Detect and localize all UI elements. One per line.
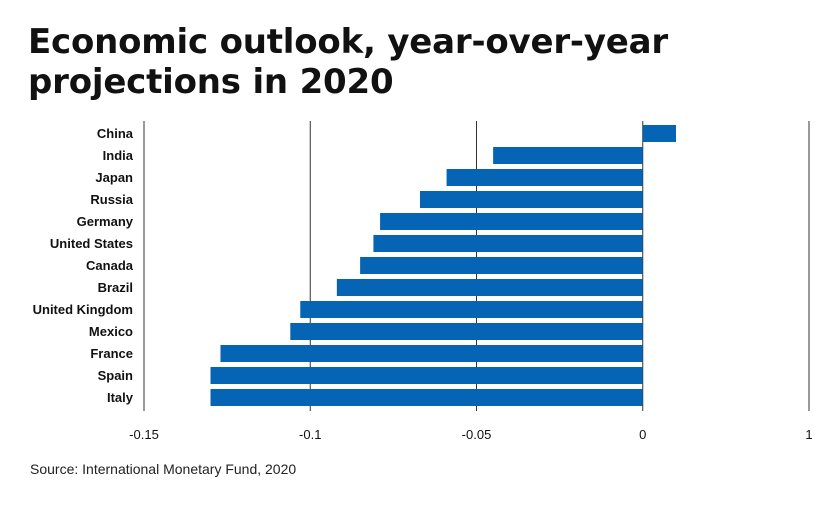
bar (360, 257, 643, 274)
bar (210, 367, 643, 384)
chart-title: Economic outlook, year-over-year project… (28, 22, 668, 102)
category-label: France (90, 346, 133, 361)
bar (210, 389, 643, 406)
category-label: United Kingdom (33, 302, 133, 317)
x-tick-label: 0 (639, 427, 646, 442)
x-axis-tick-labels: -0.15 -0.1 -0.05 0 1 (129, 427, 812, 442)
category-label: Mexico (89, 324, 133, 339)
x-tick-label: -0.15 (129, 427, 159, 442)
x-tick-label: -0.1 (299, 427, 321, 442)
bar (300, 301, 643, 318)
category-labels: China India Japan Russia Germany United State… (33, 126, 134, 405)
source-note: Source: International Monetary Fund, 202… (30, 461, 297, 477)
bar (493, 147, 643, 164)
bar (380, 213, 643, 230)
category-label: Italy (107, 390, 134, 405)
x-tick-label: 1 (805, 427, 812, 442)
category-label: Germany (77, 214, 134, 229)
bar (446, 169, 643, 186)
bar (336, 279, 643, 296)
category-label: Russia (90, 192, 133, 207)
bar (290, 323, 643, 340)
bar (220, 345, 643, 362)
bars (210, 125, 676, 406)
x-tick-label: -0.05 (462, 427, 492, 442)
bar (642, 125, 676, 142)
category-label: Brazil (98, 280, 133, 295)
category-label: Canada (86, 258, 134, 273)
bar (419, 191, 643, 208)
category-label: United States (50, 236, 133, 251)
bar (373, 235, 643, 252)
category-label: Spain (98, 368, 133, 383)
category-label: Japan (95, 170, 133, 185)
category-label: India (103, 148, 134, 163)
category-label: China (97, 126, 134, 141)
